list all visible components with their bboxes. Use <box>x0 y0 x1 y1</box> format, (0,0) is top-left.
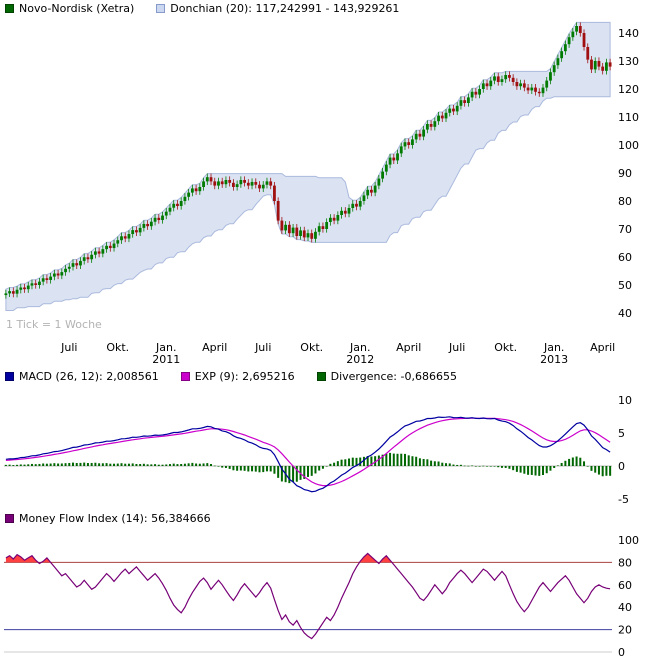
novo-series-swatch-icon <box>5 4 14 13</box>
macd-legend: MACD (26, 12): 2,008561 EXP (9): 2,69521… <box>5 370 457 383</box>
svg-text:Jan.: Jan. <box>543 341 564 354</box>
donchian-swatch-icon <box>156 4 166 13</box>
svg-text:110: 110 <box>618 111 639 124</box>
svg-text:5: 5 <box>618 427 625 440</box>
price-legend: Novo-Nordisk (Xetra) Donchian (20): 117,… <box>5 2 399 15</box>
svg-text:60: 60 <box>618 251 632 264</box>
macd-line <box>5 416 611 493</box>
svg-text:Okt.: Okt. <box>106 341 129 354</box>
macd-legend-item: MACD (26, 12): 2,008561 <box>5 370 159 383</box>
macd-swatch-icon <box>5 372 14 381</box>
svg-text:40: 40 <box>618 601 632 614</box>
mfi-chart-plot[interactable]: 100 80 60 40 20 0 <box>0 510 654 658</box>
svg-text:Jan.: Jan. <box>155 341 176 354</box>
svg-text:April: April <box>396 341 421 354</box>
svg-text:2011: 2011 <box>152 353 180 366</box>
divergence-label: Divergence: -0,686655 <box>330 370 457 383</box>
svg-text:20: 20 <box>618 624 632 637</box>
svg-text:90: 90 <box>618 167 632 180</box>
svg-text:2013: 2013 <box>540 353 568 366</box>
mfi-swatch-icon <box>5 514 14 523</box>
svg-text:2012: 2012 <box>346 353 374 366</box>
macd-panel: MACD (26, 12): 2,008561 EXP (9): 2,69521… <box>0 368 654 510</box>
macd-label: MACD (26, 12): 2,008561 <box>19 370 159 383</box>
divergence-legend-item: Divergence: -0,686655 <box>316 370 457 383</box>
svg-text:100: 100 <box>618 139 639 152</box>
svg-text:140: 140 <box>618 27 639 40</box>
price-y-axis-ticks: 140 130 120 110 100 90 80 70 60 50 40 <box>618 27 639 320</box>
exp-label: EXP (9): 2,695216 <box>194 370 295 383</box>
svg-text:Okt.: Okt. <box>300 341 323 354</box>
svg-text:10: 10 <box>618 394 632 407</box>
svg-text:130: 130 <box>618 55 639 68</box>
svg-text:-5: -5 <box>618 493 629 506</box>
svg-text:0: 0 <box>618 646 625 658</box>
macd-y-axis-ticks: 10 5 0 -5 <box>618 394 632 506</box>
svg-text:Juli: Juli <box>448 341 465 354</box>
instrument-title: Novo-Nordisk (Xetra) <box>19 2 135 15</box>
mfi-y-axis-ticks: 100 80 60 40 20 0 <box>618 534 639 658</box>
exp-swatch-icon <box>180 372 190 381</box>
donchian-band <box>5 21 611 311</box>
svg-text:50: 50 <box>618 279 632 292</box>
mfi-legend: Money Flow Index (14): 56,384666 <box>5 512 211 525</box>
svg-text:80: 80 <box>618 556 632 569</box>
mfi-panel: Money Flow Index (14): 56,384666 100 80 60… <box>0 510 654 658</box>
price-panel: Novo-Nordisk (Xetra) Donchian (20): 117,… <box>0 0 654 368</box>
divergence-swatch-icon <box>316 372 326 381</box>
macd-signal-line <box>5 417 611 487</box>
exp-legend-item: EXP (9): 2,695216 <box>180 370 295 383</box>
svg-text:April: April <box>590 341 615 354</box>
mfi-legend-item: Money Flow Index (14): 56,384666 <box>5 512 211 525</box>
svg-text:120: 120 <box>618 83 639 96</box>
mfi-label: Money Flow Index (14): 56,384666 <box>19 512 211 525</box>
svg-text:Okt.: Okt. <box>494 341 517 354</box>
svg-text:70: 70 <box>618 223 632 236</box>
tick-interval-note: 1 Tick = 1 Woche <box>6 318 102 331</box>
svg-text:Juli: Juli <box>60 341 77 354</box>
svg-text:Juli: Juli <box>254 341 271 354</box>
candlestick-series <box>4 22 612 299</box>
mfi-line <box>5 552 611 640</box>
donchian-legend-item: Donchian (20): 117,242991 - 143,929261 <box>156 2 399 15</box>
svg-text:40: 40 <box>618 307 632 320</box>
price-series-legend-item: Novo-Nordisk (Xetra) <box>5 2 134 15</box>
donchian-label: Donchian (20): 117,242991 - 143,929261 <box>170 2 400 15</box>
overbought-fill <box>5 553 611 563</box>
svg-text:April: April <box>202 341 227 354</box>
svg-text:80: 80 <box>618 195 632 208</box>
svg-text:0: 0 <box>618 460 625 473</box>
svg-text:60: 60 <box>618 579 632 592</box>
divergence-histogram <box>4 452 612 484</box>
svg-text:Jan.: Jan. <box>349 341 370 354</box>
macd-chart-plot[interactable]: 10 5 0 -5 <box>0 368 654 510</box>
svg-text:100: 100 <box>618 534 639 547</box>
